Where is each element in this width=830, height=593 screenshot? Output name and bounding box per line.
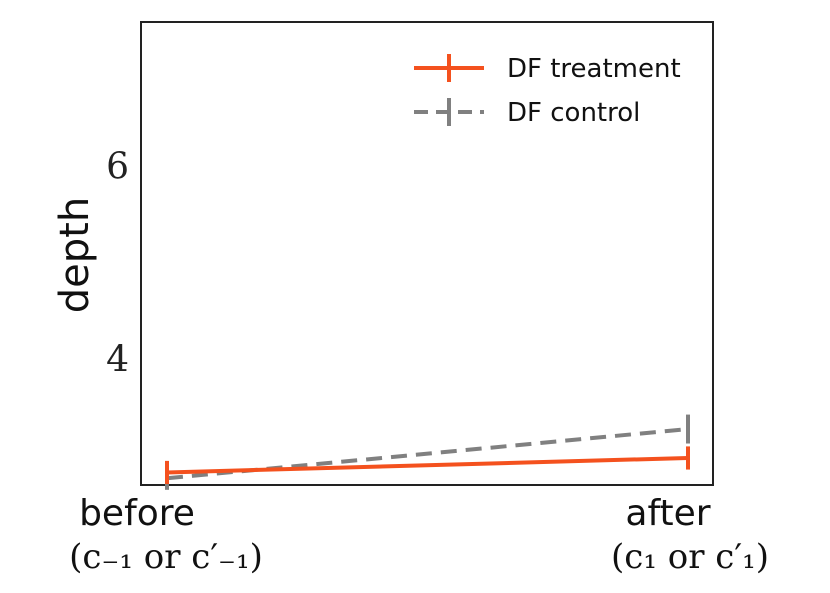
- plot-frame: [140, 21, 714, 486]
- y-tick-label: 6: [106, 147, 129, 188]
- x-category-sublabel-before: (c₋₁ or c′₋₁): [69, 537, 263, 577]
- series-layer: [165, 414, 690, 490]
- series-line-df-treatment: [166, 455, 689, 475]
- legend-label-control: DF control: [507, 98, 640, 128]
- x-category-sublabel-after: (c₁ or c′₁): [611, 537, 769, 577]
- legend-label-treatment: DF treatment: [507, 54, 681, 84]
- y-axis-title: depth: [52, 197, 98, 313]
- y-tick-label: 4: [106, 340, 129, 381]
- x-category-label-before: before: [79, 493, 195, 534]
- legend: DF treatment DF control: [414, 54, 681, 128]
- x-category-label-after: after: [625, 493, 710, 534]
